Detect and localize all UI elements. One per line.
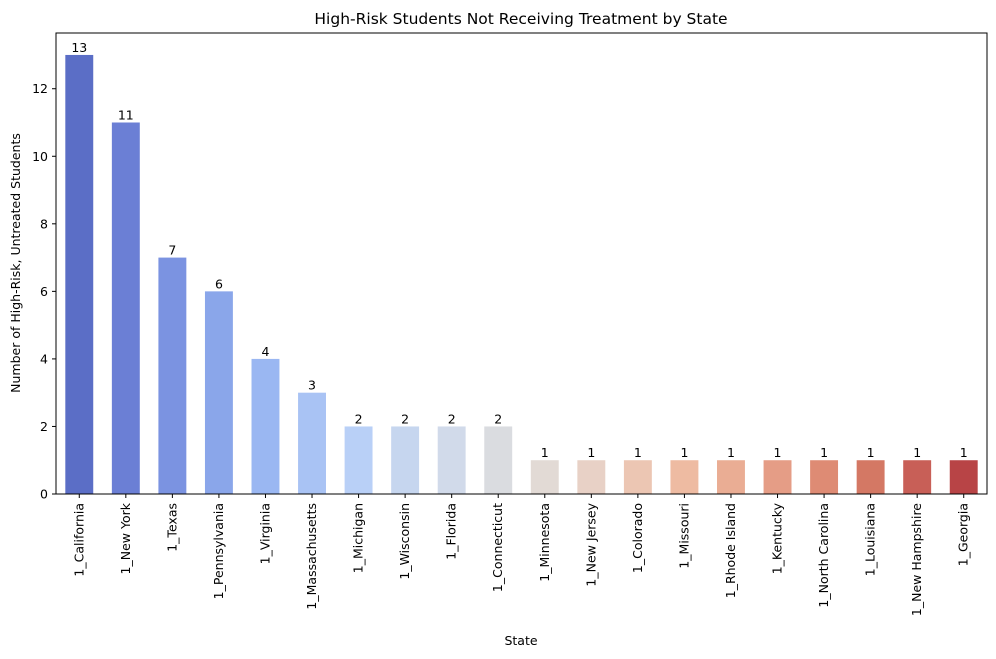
bars-group <box>65 54 978 494</box>
bar-value-label: 2 <box>401 411 409 426</box>
y-tick-label: 8 <box>40 216 48 231</box>
x-tick-label: 1_Rhode Island <box>723 503 738 598</box>
bar-value-label: 13 <box>71 40 87 55</box>
y-tick-label: 10 <box>32 149 48 164</box>
x-tick-label: 1_Kentucky <box>770 502 785 574</box>
bar-value-label: 1 <box>587 445 595 460</box>
x-tick-label: 1_Missouri <box>676 503 691 569</box>
bar-value-label: 1 <box>774 445 782 460</box>
bar <box>484 426 513 494</box>
y-tick-label: 4 <box>40 351 48 366</box>
y-tick-label: 12 <box>32 81 48 96</box>
bar-value-label: 4 <box>261 344 269 359</box>
x-tick-label: 1_New Jersey <box>583 502 598 586</box>
y-axis-ticks: 0 2 4 6 8 10 12 <box>32 81 56 502</box>
bar-value-label: 1 <box>913 445 921 460</box>
bar <box>344 426 373 494</box>
bar-value-label: 1 <box>820 445 828 460</box>
x-tick-label: 1_New York <box>118 502 133 574</box>
bar <box>437 426 466 494</box>
bar-value-label: 2 <box>448 411 456 426</box>
bar-value-label: 1 <box>541 445 549 460</box>
bar-value-label: 1 <box>960 445 968 460</box>
bar <box>577 460 606 494</box>
bar-value-label: 2 <box>355 411 363 426</box>
x-tick-label: 1_California <box>71 503 86 577</box>
bar <box>204 291 233 494</box>
x-tick-label: 1_Pennsylvania <box>211 503 226 599</box>
plot-frame <box>55 32 988 495</box>
y-tick-label: 2 <box>40 419 48 434</box>
bar <box>623 460 652 494</box>
x-tick-label: 1_Minnesota <box>537 503 552 582</box>
x-tick-label: 1_Michigan <box>351 503 366 573</box>
x-tick-label: 1_Florida <box>444 503 459 560</box>
x-tick-label: 1_Louisiana <box>863 503 878 576</box>
x-tick-label: 1_Virginia <box>257 503 272 564</box>
bar <box>670 460 699 494</box>
x-tick-label: 1_Texas <box>164 503 179 552</box>
y-tick-label: 0 <box>40 487 48 502</box>
bar <box>158 257 187 494</box>
x-tick-label: 1_Colorado <box>630 503 645 573</box>
x-tick-label: 1_Georgia <box>956 503 971 566</box>
bar <box>810 460 839 494</box>
bar-value-label: 11 <box>118 107 134 122</box>
y-axis-label: Number of High-Risk, Untreated Students <box>8 133 23 393</box>
bar-value-label: 1 <box>727 445 735 460</box>
x-axis-label: State <box>504 633 537 648</box>
bar <box>391 426 420 494</box>
x-tick-label: 1_Massachusetts <box>304 503 319 610</box>
x-tick-label: 1_New Hampshire <box>909 503 924 616</box>
x-tick-label: 1_Wisconsin <box>397 503 412 580</box>
bar <box>903 460 932 494</box>
bar <box>251 358 280 494</box>
bar <box>717 460 745 494</box>
chart-title: High-Risk Students Not Receiving Treatme… <box>314 10 727 28</box>
bar-value-label: 1 <box>867 445 875 460</box>
bar-value-label: 1 <box>680 445 688 460</box>
bar-value-label: 3 <box>308 378 316 393</box>
bar <box>763 460 792 494</box>
bar <box>111 122 140 494</box>
x-tick-label: 1_Connecticut <box>490 503 505 592</box>
bar <box>530 460 559 494</box>
bar <box>298 392 326 494</box>
y-tick-label: 6 <box>40 284 48 299</box>
bar-value-label: 6 <box>215 276 223 291</box>
bar-value-label: 2 <box>494 411 502 426</box>
bar <box>65 54 94 494</box>
bar <box>856 460 885 494</box>
x-axis-ticks: 1_California 1_New York 1_Texas 1_Pennsylva… <box>71 494 971 616</box>
x-tick-label: 1_North Carolina <box>816 503 831 608</box>
bar <box>949 460 978 494</box>
bar-value-label: 1 <box>634 445 642 460</box>
bar-value-label: 7 <box>168 243 176 258</box>
